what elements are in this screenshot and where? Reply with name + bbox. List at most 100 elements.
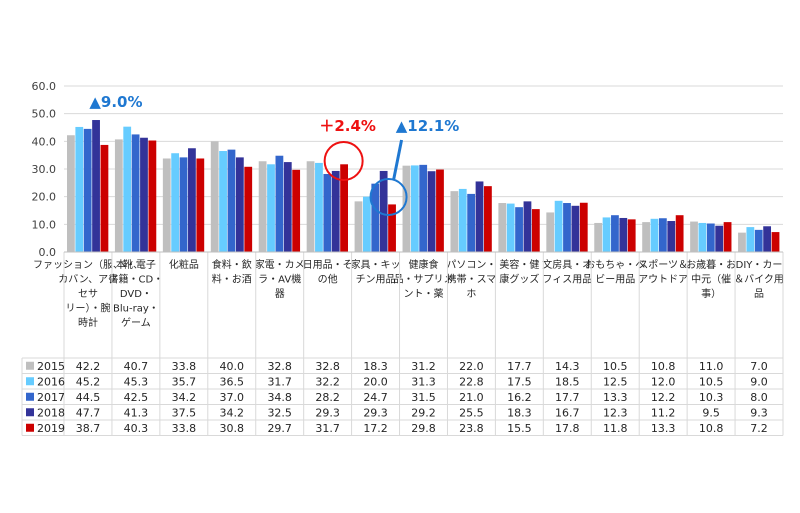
bar <box>227 149 236 252</box>
bar <box>579 202 588 252</box>
bar <box>388 204 396 252</box>
bar <box>340 164 348 252</box>
annotation-label: ＋2.4% <box>319 117 376 135</box>
data-label: 11.2 <box>651 406 676 419</box>
data-label: 10.5 <box>699 375 724 388</box>
data-label: 16.7 <box>555 406 580 419</box>
bar <box>675 215 684 252</box>
legend-label: 2015 <box>37 360 65 373</box>
bar <box>450 191 459 252</box>
category-label: セサ <box>78 288 98 300</box>
category-label: 日用品・そ <box>303 259 353 271</box>
bar <box>515 207 523 252</box>
data-label: 10.5 <box>603 360 628 373</box>
data-label: 12.0 <box>651 375 676 388</box>
bar <box>162 158 171 252</box>
data-label: 13.3 <box>603 391 628 404</box>
data-label: 36.5 <box>220 375 245 388</box>
bar <box>458 188 467 252</box>
bar <box>467 193 476 252</box>
data-label: 29.8 <box>411 422 436 435</box>
data-label: 35.7 <box>172 375 197 388</box>
bar <box>283 162 292 252</box>
data-label: 9.3 <box>750 406 768 419</box>
bar <box>267 164 275 252</box>
category-label: アウトドア <box>638 274 688 286</box>
bar <box>642 222 650 252</box>
data-label: 32.8 <box>315 360 340 373</box>
category-label: リー）・腕 <box>65 302 110 315</box>
legend-label: 2018 <box>37 406 65 419</box>
category-label: 本・電子 <box>116 258 156 271</box>
data-label: 25.5 <box>459 406 484 419</box>
bar <box>546 212 555 252</box>
bar <box>506 203 515 252</box>
bar <box>738 232 746 252</box>
legend-swatch <box>26 377 34 386</box>
category-label: 健康食 <box>409 258 439 271</box>
category-label: カバン、アク <box>58 274 117 286</box>
bar <box>602 217 611 252</box>
bar <box>667 221 676 252</box>
category-label: ＆バイク用 <box>734 274 784 286</box>
bar <box>523 201 532 252</box>
data-label: 7.0 <box>750 360 768 373</box>
bar <box>306 161 315 252</box>
data-label: 11.8 <box>603 422 628 435</box>
bar <box>235 157 244 252</box>
category-label: 中元（催 <box>691 273 731 286</box>
bar <box>196 158 205 252</box>
category-label: ファッション（服、靴、 <box>33 258 143 271</box>
data-label: 34.8 <box>267 391 292 404</box>
data-label: 20.0 <box>363 375 388 388</box>
category-label: スポーツ＆ <box>638 259 688 271</box>
bar <box>92 120 100 252</box>
bar <box>531 209 540 252</box>
category-label: フィス用品 <box>542 274 592 286</box>
legend-swatch <box>26 423 34 432</box>
data-label: 10.8 <box>699 422 724 435</box>
bar <box>498 203 507 252</box>
bar <box>611 215 619 252</box>
data-label: 12.5 <box>603 375 628 388</box>
category-label: 品 <box>754 288 764 300</box>
annotations: ▲9.0% ＋2.4% ▲12.1% <box>89 93 460 216</box>
data-label: 21.0 <box>459 391 484 404</box>
data-label: 12.3 <box>603 406 628 419</box>
data-label: 15.5 <box>507 422 532 435</box>
data-label: 14.3 <box>555 360 580 373</box>
bar <box>354 201 363 252</box>
data-label: 17.7 <box>555 391 580 404</box>
data-label: 23.8 <box>459 422 484 435</box>
category-label: おもちゃ・ベ <box>585 259 645 271</box>
data-label: 42.5 <box>124 391 149 404</box>
bar <box>563 203 571 252</box>
category-label: 食料・飲 <box>212 258 252 271</box>
bar <box>83 128 92 252</box>
data-label: 31.5 <box>411 391 436 404</box>
bar <box>219 151 227 252</box>
data-label: 37.0 <box>220 391 245 404</box>
legend-label: 2017 <box>37 391 65 404</box>
category-label: 事） <box>701 287 721 300</box>
data-label: 7.2 <box>750 422 768 435</box>
bar <box>123 126 132 252</box>
bar <box>179 157 188 252</box>
bar <box>627 219 636 252</box>
y-tick-label: 20.0 <box>32 191 57 204</box>
category-label: 化粧品 <box>169 258 199 271</box>
bar <box>706 223 715 252</box>
annotation-label: ▲9.0% <box>89 93 142 111</box>
data-label: 31.7 <box>267 375 292 388</box>
data-label: 40.0 <box>220 360 245 373</box>
bar <box>114 139 123 252</box>
bar <box>275 155 284 252</box>
bar <box>244 166 253 252</box>
data-table: 2015 42.2 40.7 33.8 40.0 32.8 32.8 18.3 31.2 22.0… <box>21 251 784 436</box>
bar <box>475 181 484 252</box>
data-label: 40.3 <box>124 422 149 435</box>
category-label: 美容・健 <box>499 258 539 271</box>
annotation-label: ▲12.1% <box>396 117 460 135</box>
data-label: 31.3 <box>411 375 436 388</box>
